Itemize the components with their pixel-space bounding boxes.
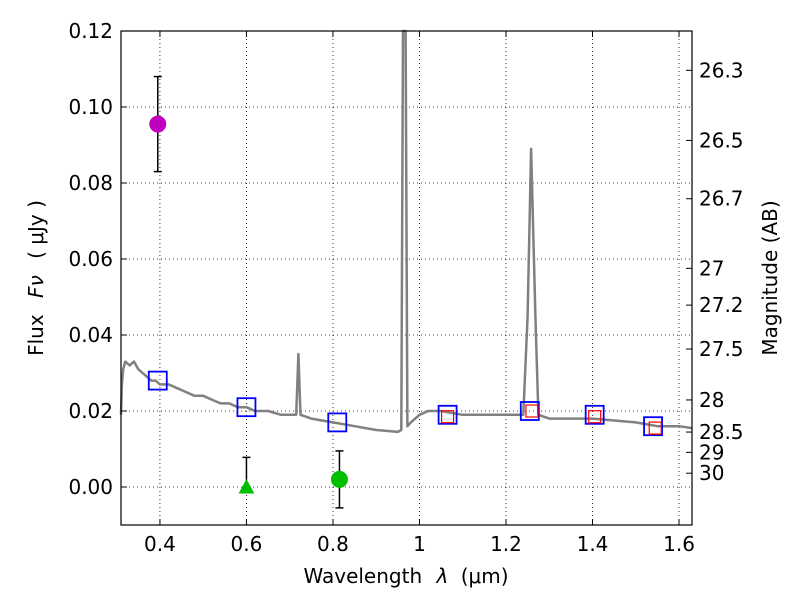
x-tick-label: 1.6 [663, 532, 695, 556]
x-axis-label-unit: (μm) [461, 564, 509, 588]
y-axis-label-symbol: Fν [24, 275, 48, 298]
y-tick-label: 0.00 [68, 475, 113, 499]
x-tick-label: 1.2 [490, 532, 522, 556]
y-tick-label: 0.04 [68, 323, 113, 347]
mag-tick-label: 30 [699, 461, 724, 485]
detection-circle-point [330, 470, 348, 488]
observed-square-marker [648, 421, 662, 435]
spectrum-layer [119, 29, 693, 434]
y-tick-label: 0.10 [68, 95, 113, 119]
model-square-marker [584, 404, 605, 425]
y-tick-label: 0.12 [68, 19, 113, 43]
y-tick-label: 0.08 [68, 171, 113, 195]
y-tick-label: 0.06 [68, 247, 113, 271]
mag-tick-label: 28 [699, 388, 724, 412]
model-square-marker [437, 404, 458, 425]
y-axis-label-unit: ( μJy ) [24, 200, 48, 259]
secondary-y-axis-label: Magnitude (AB) [758, 200, 782, 355]
x-axis-label-text: Wavelength [303, 564, 422, 588]
observed-square-marker [440, 410, 455, 424]
x-tick-label: 0.8 [317, 532, 349, 556]
mag-tick-label: 28.5 [699, 420, 744, 444]
mag-tick-label: 27.5 [699, 337, 744, 361]
observed-square-marker [588, 410, 602, 424]
detection-triangle-point [238, 478, 255, 494]
model-square-marker [236, 397, 257, 418]
y-axis-label: Flux Fν ( μJy ) [24, 200, 48, 356]
model-square-marker [327, 412, 348, 433]
model-square-marker [147, 370, 168, 391]
mag-tick-label: 27.2 [699, 293, 744, 317]
y-axis-label-text: Flux [24, 314, 48, 356]
x-tick-label: 1 [413, 532, 426, 556]
detection-circle-point [149, 115, 167, 133]
model-square-marker [643, 416, 663, 437]
marker-layer [147, 75, 663, 509]
x-axis-label: Wavelength λ (μm) [303, 564, 508, 588]
x-tick-label: 1.4 [577, 532, 609, 556]
observed-square-marker [525, 404, 539, 418]
mag-tick-label: 26.7 [699, 187, 744, 211]
x-tick-label: 0.6 [231, 532, 263, 556]
mag-tick-label: 27 [699, 256, 724, 280]
x-axis-label-symbol: λ [436, 564, 449, 588]
axis-ticks: 0.4 0.6 0.8 1 1.2 1.4 1.6 0.00 0.02 0.04 0.06 0.08 0… [68, 19, 743, 556]
spectrum-line [119, 29, 693, 434]
mag-tick-label: 26.3 [699, 58, 744, 82]
model-square-marker [519, 401, 540, 421]
mag-tick-label: 26.5 [699, 128, 744, 152]
plot-frame [120, 30, 693, 526]
y-tick-label: 0.02 [68, 399, 113, 423]
mag-tick-label: 29 [699, 440, 724, 464]
x-tick-label: 0.4 [144, 532, 176, 556]
